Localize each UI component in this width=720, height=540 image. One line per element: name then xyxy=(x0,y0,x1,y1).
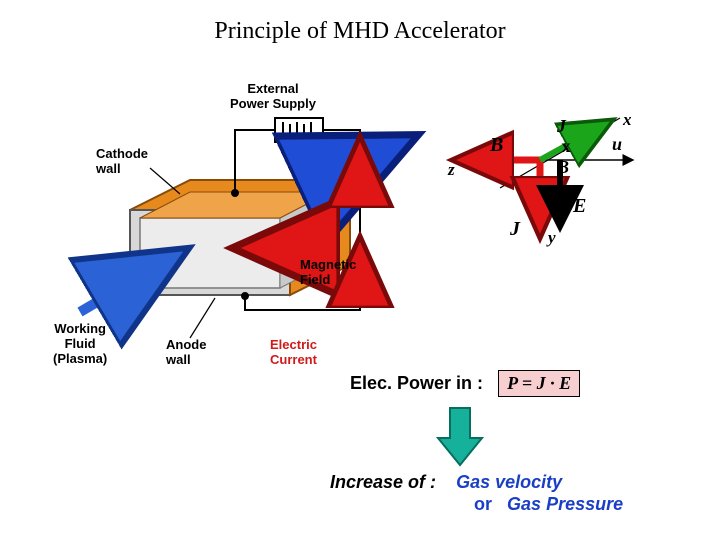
increase-line: Increase of : Gas velocity xyxy=(330,472,562,493)
increase-gas-pressure: Gas Pressure xyxy=(507,494,623,514)
increase-gas-velocity: Gas velocity xyxy=(456,472,562,492)
vec-u: u xyxy=(612,134,622,155)
increase-line-2: or Gas Pressure xyxy=(474,494,623,515)
label-working-fluid: Working Fluid (Plasma) xyxy=(53,322,107,367)
equation-box: P = J · E xyxy=(498,370,580,397)
increase-prefix: Increase of : xyxy=(330,472,436,492)
label-power-supply: External Power Supply xyxy=(230,82,316,112)
vec-J: J xyxy=(510,218,520,241)
down-arrow-icon xyxy=(438,408,482,465)
left-diagram xyxy=(0,0,720,540)
label-anode: Anode wall xyxy=(166,338,206,368)
vec-x: x xyxy=(623,110,632,130)
vec-y: y xyxy=(548,228,556,248)
vec-E: E xyxy=(573,195,586,218)
label-cathode: Cathode wall xyxy=(96,147,148,177)
equation-prefix: Elec. Power in : xyxy=(350,373,483,393)
equation-line: Elec. Power in : P = J · E xyxy=(350,370,580,397)
vec-B: B xyxy=(490,134,503,157)
vec-z: z xyxy=(448,160,455,180)
label-electric-current: Electric Current xyxy=(270,338,317,368)
vec-JxB: J x B xyxy=(548,95,575,178)
vector-diagram xyxy=(460,118,630,235)
increase-or: or xyxy=(474,494,492,514)
label-magnetic-field: Magnetic Field xyxy=(300,258,356,288)
